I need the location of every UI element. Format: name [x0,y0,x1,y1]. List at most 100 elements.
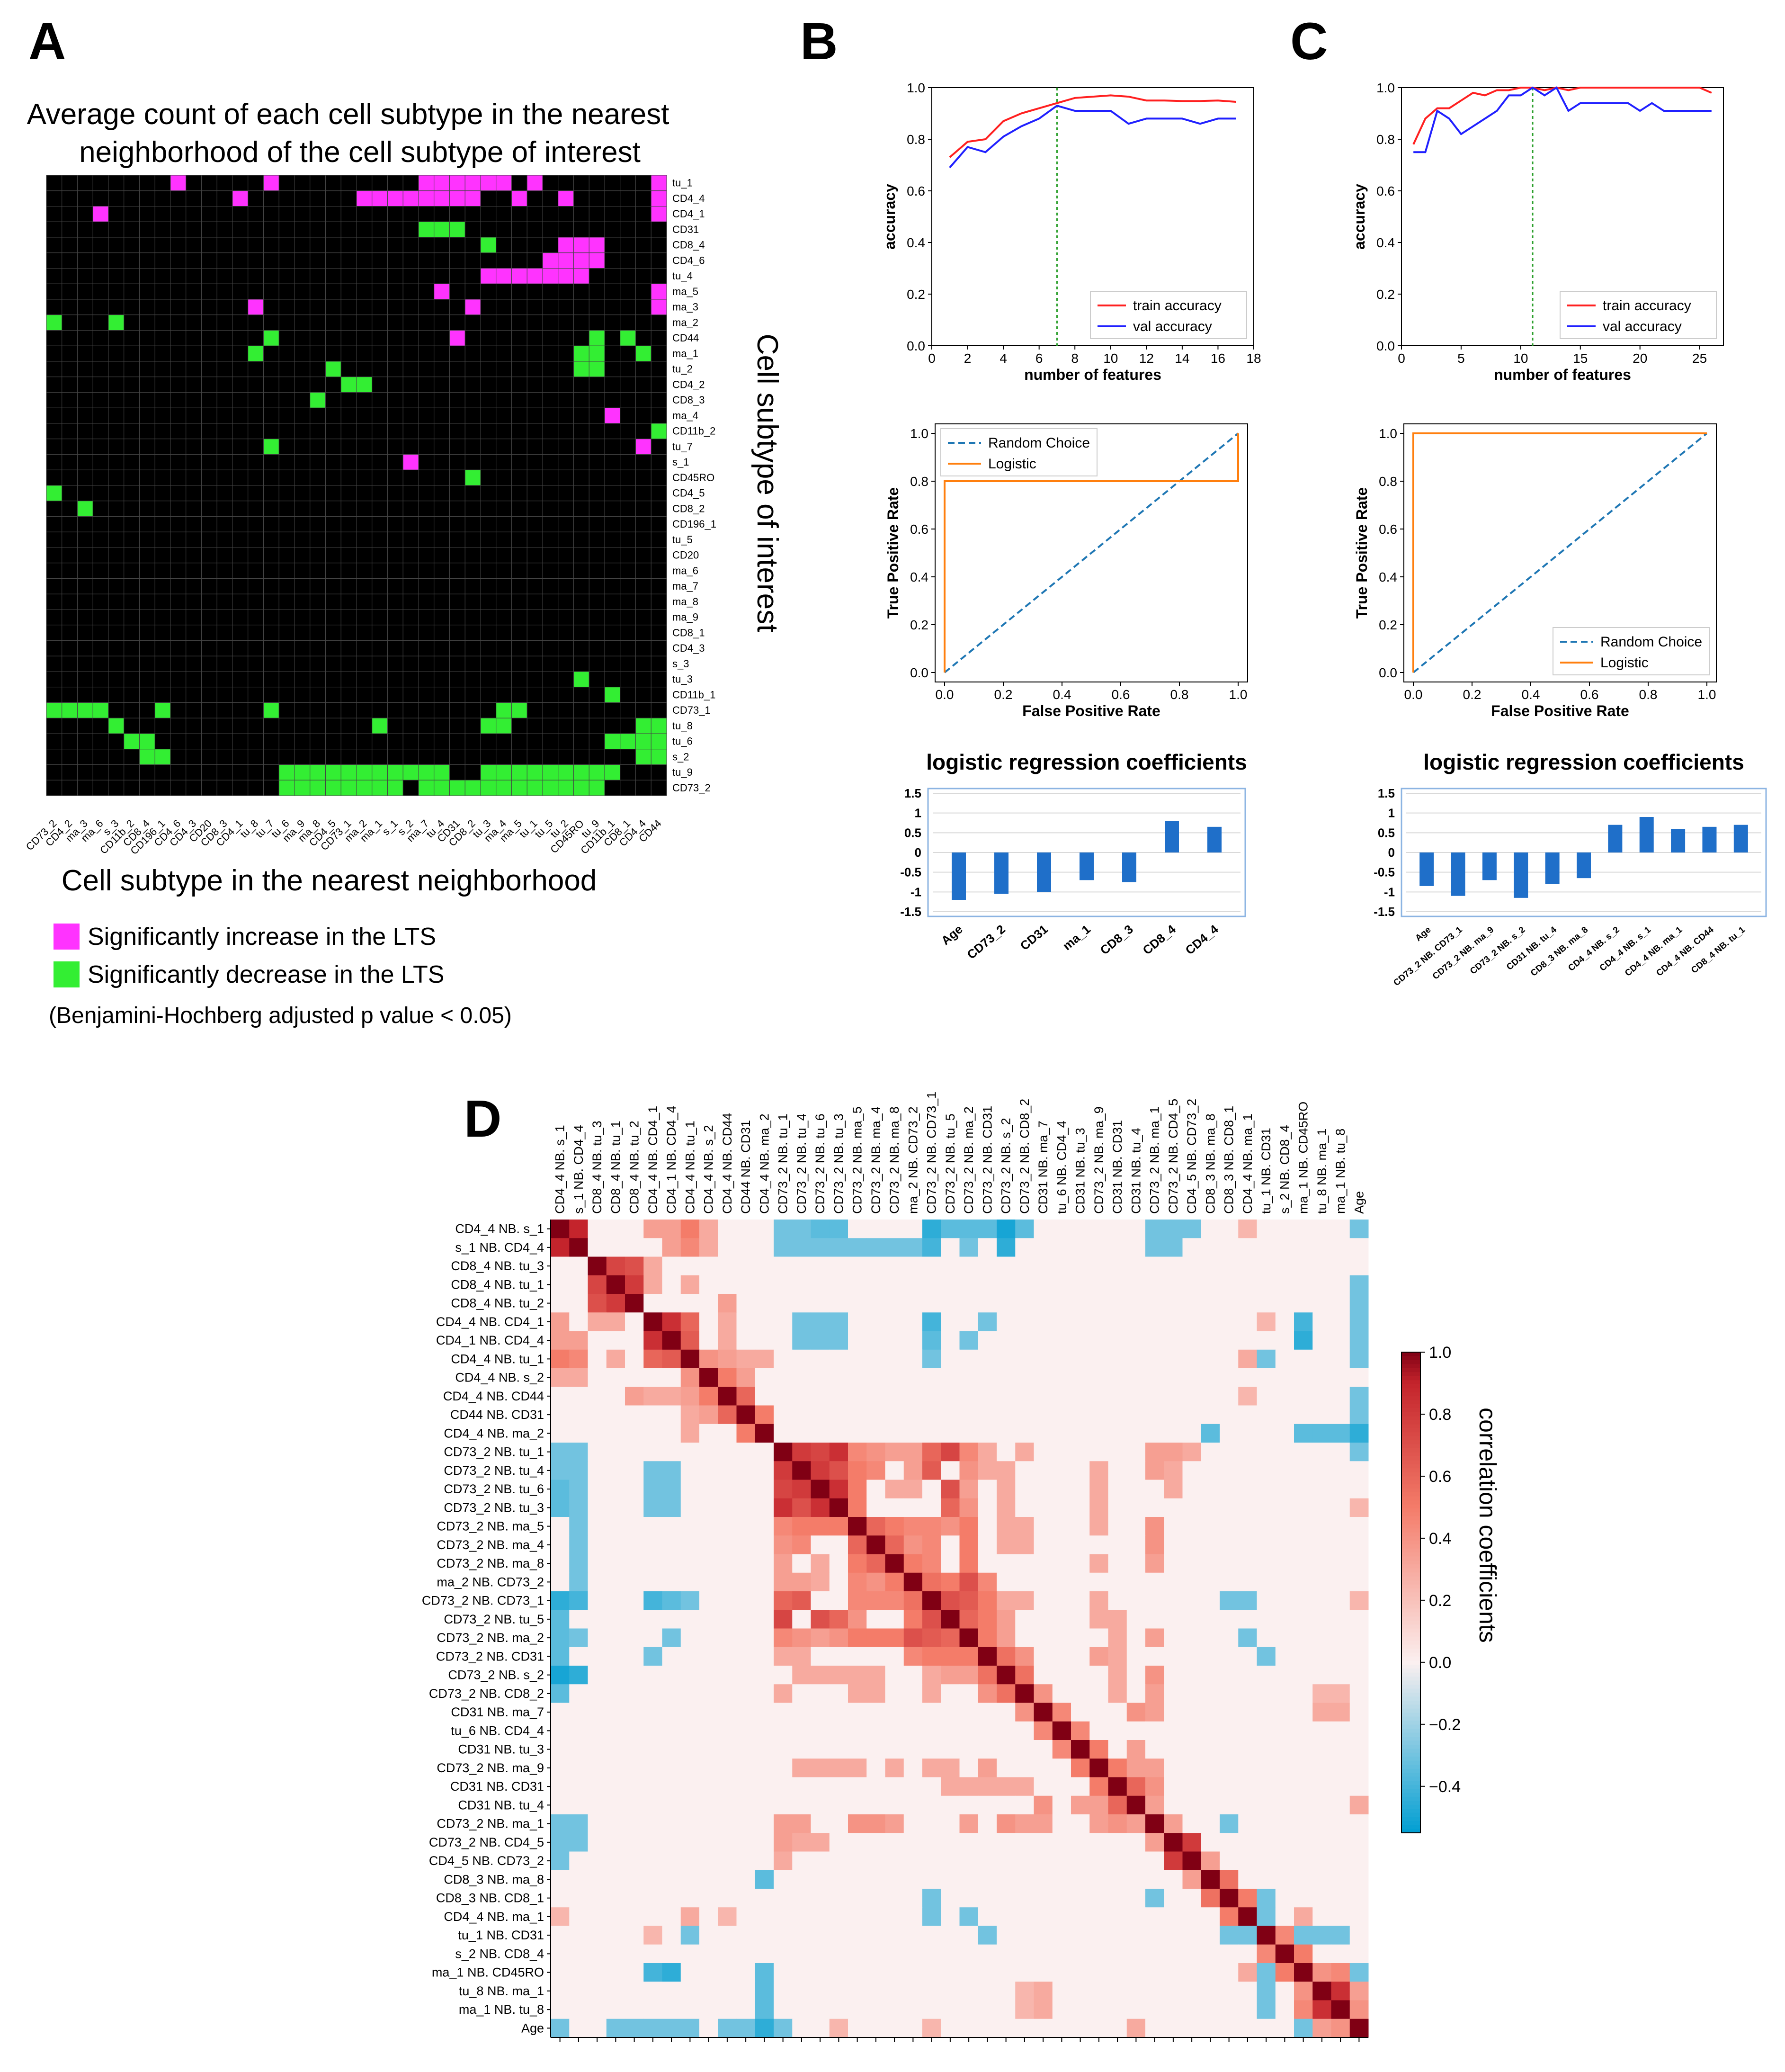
heatmap-cell [372,237,388,253]
heatmap-cell [186,687,202,703]
heatmap-cell [589,392,605,408]
corr-cell [625,1424,644,1443]
heatmap-cell [108,423,125,440]
heatmap-cell [464,206,481,222]
corr-cell [1201,1312,1220,1331]
corr-cell [680,1405,700,1425]
heatmap-cell [356,702,373,718]
corr-cell [1015,1256,1034,1276]
corr-cell [829,2018,848,2038]
heatmap-cell [372,221,388,238]
corr-cell [1145,1238,1164,1257]
heatmap-cell [124,501,140,517]
colorbar-segment [1401,1749,1420,1753]
corr-cell [866,1294,885,1313]
heatmap-cell [232,252,249,269]
corr-cell [829,1777,848,1796]
heatmap-cell [356,516,373,532]
corr-cell [606,1424,625,1443]
corr-cell [625,2018,644,2038]
corr-cell [1052,1814,1071,1833]
heatmap-cell [310,501,326,517]
y-tick-label: 0.8 [1379,474,1397,489]
heatmap-cell [449,392,465,408]
corr-cell [662,1851,681,1871]
heatmap-cell [511,377,527,393]
heatmap-cell [573,345,589,362]
heatmap-cell [139,749,155,765]
corr-cell [643,1982,662,2000]
corr-cell [1220,1572,1239,1592]
corr-cell [1294,1758,1313,1777]
heatmap-cell [216,563,233,579]
corr-cell [922,1591,941,1610]
corr-cell [718,1461,737,1480]
corr-cell [1275,1795,1294,1815]
legend-label: train accuracy [1133,298,1222,314]
heatmap-cell [480,206,497,222]
heatmap-cell [604,516,621,532]
corr-cell [1089,1294,1108,1313]
corr-cell [866,1795,885,1815]
heatmap-cell [496,454,512,470]
colorbar-segment [1401,1644,1420,1649]
corr-cell [606,1907,625,1926]
heatmap-cell [278,733,295,750]
heatmap-cell [263,749,279,765]
corr-cell [680,2000,700,2019]
corr-cell [1108,1795,1127,1815]
corr-cell [569,1443,588,1462]
heatmap-cell [573,221,589,238]
corr-cell [736,1833,756,1852]
corr-cell [829,1628,848,1648]
heatmap-cell [310,392,326,408]
corr-cell [978,1387,997,1406]
corr-cell [1238,1907,1257,1926]
corr-cell [1275,1424,1294,1443]
corr-row-label: CD4_4 NB. CD4_1 [436,1315,544,1329]
corr-cell [755,1814,774,1833]
heatmap-cell [527,702,543,718]
corr-cell [1182,1368,1202,1387]
heatmap-cell [387,485,403,502]
corr-cell [1145,1554,1164,1573]
corr-cell [903,1535,923,1554]
corr-cell [848,1331,867,1350]
corr-cell [606,1220,625,1238]
corr-cell [1052,1851,1071,1871]
corr-cell [1257,1517,1276,1536]
row-label: tu_4 [672,270,693,282]
heatmap-cell [480,593,497,610]
corr-cell [811,1498,830,1517]
corr-cell [1145,1703,1164,1722]
heatmap-cell [620,733,636,750]
x-tick-label: 1.0 [1229,687,1248,702]
corr-cell [1071,1294,1090,1313]
heatmap-cell [511,516,527,532]
corr-cell [1015,1480,1034,1499]
heatmap-cell [263,407,279,424]
corr-cell [680,1610,700,1629]
corr-row-label: CD73_2 NB. tu_1 [444,1445,544,1459]
heatmap-cell [216,330,233,346]
heatmap-cell [139,206,155,222]
heatmap-cell [449,764,465,780]
row-label: CD44 [672,332,699,344]
heatmap-cell [108,469,125,486]
corr-cell [1312,1238,1331,1257]
corr-cell [625,1461,644,1480]
heatmap-cell [170,283,187,300]
corr-cell [1015,1349,1034,1369]
corr-cell [1331,1610,1350,1629]
heatmap-cell [356,671,373,688]
corr-cell [848,1721,867,1740]
corr-cell [625,1275,644,1294]
heatmap-cell [294,578,311,594]
corr-cell [811,1480,830,1499]
corr-row-label: CD73_2 NB. ma_4 [437,1538,544,1552]
heatmap-cell [77,702,93,718]
y-tick-label: 1.5 [1378,786,1395,800]
corr-cell [1164,1480,1183,1499]
corr-cell [1108,1498,1127,1517]
corr-cell [792,1944,811,1964]
